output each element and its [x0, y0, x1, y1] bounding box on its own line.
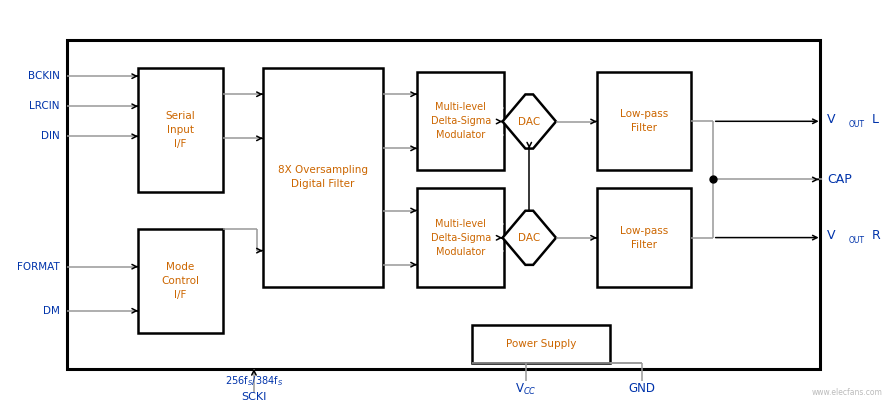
Bar [263, 68, 383, 287]
Text: OUT: OUT [849, 120, 865, 129]
Text: 256f$_S$/384f$_S$: 256f$_S$/384f$_S$ [225, 374, 283, 387]
Text: R: R [871, 229, 880, 242]
Text: DM: DM [43, 306, 60, 316]
Text: LRCIN: LRCIN [29, 101, 60, 111]
Polygon shape [503, 95, 556, 149]
Text: V: V [827, 229, 836, 242]
Bar [138, 229, 223, 333]
Text: DIN: DIN [41, 132, 60, 141]
Polygon shape [503, 211, 556, 265]
Bar [417, 188, 504, 287]
Text: Low-pass
Filter: Low-pass Filter [619, 109, 668, 133]
Text: SCKI: SCKI [241, 392, 266, 401]
Bar [597, 188, 691, 287]
Bar [138, 68, 223, 192]
Bar [417, 72, 504, 170]
Text: V: V [827, 113, 836, 126]
Text: Serial
Input
I/F: Serial Input I/F [166, 111, 195, 149]
Text: Multi-level
Delta-Sigma
Modulator: Multi-level Delta-Sigma Modulator [430, 102, 491, 140]
Text: Multi-level
Delta-Sigma
Modulator: Multi-level Delta-Sigma Modulator [430, 219, 491, 257]
Text: Mode
Control
I/F: Mode Control I/F [161, 262, 200, 300]
Bar [67, 40, 820, 369]
Bar [472, 325, 610, 363]
Text: FORMAT: FORMAT [17, 262, 60, 271]
Text: L: L [871, 113, 879, 126]
Text: DAC: DAC [519, 233, 540, 243]
Text: Low-pass
Filter: Low-pass Filter [619, 226, 668, 249]
Text: Power Supply: Power Supply [506, 339, 576, 349]
Text: CAP: CAP [827, 173, 852, 186]
Bar [597, 72, 691, 170]
Text: BCKIN: BCKIN [28, 71, 60, 81]
Text: 8X Oversampling
Digital Filter: 8X Oversampling Digital Filter [278, 166, 368, 189]
Text: GND: GND [628, 382, 655, 395]
Text: DAC: DAC [519, 117, 540, 126]
Text: www.elecfans.com: www.elecfans.com [811, 388, 882, 397]
Text: V$_{CC}$: V$_{CC}$ [515, 382, 536, 397]
Text: OUT: OUT [849, 236, 865, 245]
